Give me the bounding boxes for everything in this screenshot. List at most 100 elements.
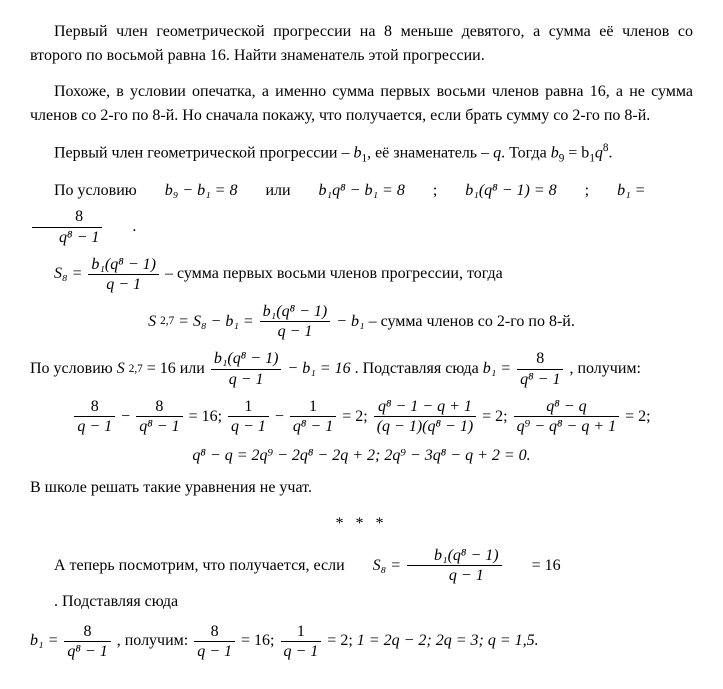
- chain-f6den: q⁹ − q⁸ − q + 1: [514, 417, 620, 436]
- para-3: По условию S2,7 = 16 или b₁(q⁸ − 1) q − …: [30, 349, 693, 388]
- p3-get: , получим:: [569, 357, 641, 381]
- p2-prefix: По условию: [30, 179, 137, 203]
- p4-eq16: = 16: [508, 554, 561, 578]
- p5-b1num: 8: [64, 622, 110, 642]
- chain-line2a: q⁸ − q = 2q⁹ − 2q⁸ − 2q + 2;: [192, 444, 380, 468]
- p4-den: q − 1: [407, 566, 502, 585]
- p5-b1: b₁ =: [30, 629, 58, 653]
- s27-num: b₁(q⁸ − 1): [260, 302, 331, 322]
- p2-frac: 8 q⁸ − 1: [32, 207, 102, 246]
- s8-num: b₁(q⁸ − 1): [88, 255, 159, 275]
- p3-subst: . Подставляя сюда: [355, 357, 479, 381]
- p1-q: q: [493, 144, 501, 161]
- p5-part3: 1 = 2q − 2;: [357, 629, 432, 653]
- p1-equals: = b: [564, 144, 589, 161]
- p4-num: b₁(q⁸ − 1): [407, 546, 502, 566]
- note-text: Похоже, в условии опечатка, а именно сум…: [30, 80, 693, 128]
- separator: * * *: [30, 512, 693, 536]
- p2-frac-num: 8: [32, 207, 102, 227]
- p3-prefix: По условию: [30, 357, 113, 381]
- chain-line2b: 2q⁹ − 3q⁸ − q + 2 = 0.: [384, 444, 530, 468]
- p5-part4: 2q = 3;: [436, 629, 484, 653]
- p4-prefix: А теперь посмотрим, что получается, если: [30, 554, 345, 578]
- p3-b1frac: 8 q⁸ − 1: [517, 349, 563, 388]
- p5-f1num: 8: [194, 622, 235, 642]
- s27-suffix: – сумма членов со 2-го по 8-й.: [369, 310, 575, 334]
- chain-f4: 1 q⁸ − 1: [290, 397, 336, 436]
- p1-dot: .: [609, 144, 613, 161]
- chain-eq3: = 2;: [482, 405, 507, 429]
- s27-den: q − 1: [260, 322, 331, 341]
- chain-f1den: q − 1: [74, 417, 115, 436]
- s27-frac: b₁(q⁸ − 1) q − 1: [260, 302, 331, 341]
- chain-f2den: q⁸ − 1: [136, 417, 182, 436]
- chain-f6: q⁸ − q q⁹ − q⁸ − q + 1: [514, 397, 620, 436]
- chain-line1: 8 q − 1 − 8 q⁸ − 1 = 16; 1 q − 1 − 1 q⁸ …: [30, 397, 693, 436]
- chain-f5num: q⁸ − 1 − q + 1: [374, 397, 476, 417]
- chain-f4den: q⁸ − 1: [290, 417, 336, 436]
- chain-line2: q⁸ − q = 2q⁹ − 2q⁸ − 2q + 2; 2q⁹ − 3q⁸ −…: [30, 444, 693, 468]
- p2-dot: .: [108, 215, 136, 239]
- p4-frac: b₁(q⁸ − 1) q − 1: [407, 546, 502, 585]
- p1-eq: b: [551, 144, 559, 161]
- p3-minus: − b₁ = 16: [287, 357, 350, 381]
- s27-eq: = S₈ − b₁ =: [178, 310, 254, 334]
- s8-label: S₈ =: [54, 262, 82, 286]
- p4-s8: S₈ =: [349, 554, 401, 578]
- p3-b1: b₁ =: [483, 357, 511, 381]
- p2-sep1: ;: [409, 179, 437, 203]
- p3-num: b₁(q⁸ − 1): [211, 349, 282, 369]
- s8-def: S₈ = b₁(q⁸ − 1) q − 1 – сумма первых вос…: [54, 255, 693, 294]
- chain-eq1: = 16;: [189, 405, 222, 429]
- p3-s27: S: [117, 357, 125, 381]
- p5-f1den: q − 1: [194, 642, 235, 661]
- p5-f1: 8 q − 1: [194, 622, 235, 661]
- p1-qpow: q: [595, 144, 603, 161]
- p2-sep2: ;: [561, 179, 589, 203]
- p5-f2: 1 q − 1: [281, 622, 322, 661]
- s27-def: S2,7 = S₈ − b₁ = b₁(q⁸ − 1) q − 1 − b₁ –…: [30, 302, 693, 341]
- p1-then: . Тогда: [501, 144, 551, 161]
- p3-den: q − 1: [211, 370, 282, 389]
- chain-f5: q⁸ − 1 − q + 1 (q − 1)(q⁸ − 1): [374, 397, 476, 436]
- problem-statement: Первый член геометрической прогрессии на…: [30, 20, 693, 68]
- s8-suffix: – сумма первых восьми членов прогрессии,…: [165, 262, 503, 286]
- chain-eq4: = 2;: [625, 405, 650, 429]
- s8-den: q − 1: [88, 275, 159, 294]
- chain-f3num: 1: [228, 397, 269, 417]
- chain-f1num: 8: [74, 397, 115, 417]
- chain-eq2: = 2;: [342, 405, 367, 429]
- p4-subst: . Подставляя сюда: [30, 590, 178, 614]
- s27-labelsub: 2,7: [160, 313, 174, 330]
- p5-b1den: q⁸ − 1: [64, 642, 110, 661]
- p2-part2: b₁q⁸ − b₁ = 8: [295, 179, 405, 203]
- p5-b1frac: 8 q⁸ − 1: [64, 622, 110, 661]
- chain-minus2: −: [275, 405, 284, 429]
- p1-prefix: Первый член геометрической прогрессии –: [54, 144, 353, 161]
- p2-or1: или: [241, 179, 290, 203]
- p3-frac: b₁(q⁸ − 1) q − 1: [211, 349, 282, 388]
- chain-f3: 1 q − 1: [228, 397, 269, 436]
- s27-label: S: [148, 310, 156, 334]
- chain-f6num: q⁸ − q: [514, 397, 620, 417]
- p5-f2den: q − 1: [281, 642, 322, 661]
- chain-f2: 8 q⁸ − 1: [136, 397, 182, 436]
- para-5: b₁ = 8 q⁸ − 1 , получим: 8 q − 1 = 16; 1…: [30, 622, 693, 661]
- p3-b1den: q⁸ − 1: [517, 370, 563, 389]
- p5-eq16: = 16;: [241, 629, 274, 653]
- chain-f3den: q − 1: [228, 417, 269, 436]
- p2-frac-den: q⁸ − 1: [32, 228, 102, 247]
- p3-b1num: 8: [517, 349, 563, 369]
- p5-f2num: 1: [281, 622, 322, 642]
- school-text: В школе решать такие уравнения не учат.: [30, 476, 693, 500]
- p2-b1eq: b₁ =: [593, 179, 645, 203]
- chain-minus1: −: [121, 405, 130, 429]
- p3-s27sub: 2,7: [129, 361, 143, 378]
- p5-ans: q = 1,5.: [488, 629, 539, 653]
- s8-frac: b₁(q⁸ − 1) q − 1: [88, 255, 159, 294]
- chain-f4num: 1: [290, 397, 336, 417]
- chain-f2num: 8: [136, 397, 182, 417]
- para-2: По условию b₉ − b₁ = 8 или b₁q⁸ − b₁ = 8…: [30, 179, 693, 246]
- p2-part1: b₉ − b₁ = 8: [141, 179, 238, 203]
- para-1: Первый член геометрической прогрессии – …: [30, 140, 693, 167]
